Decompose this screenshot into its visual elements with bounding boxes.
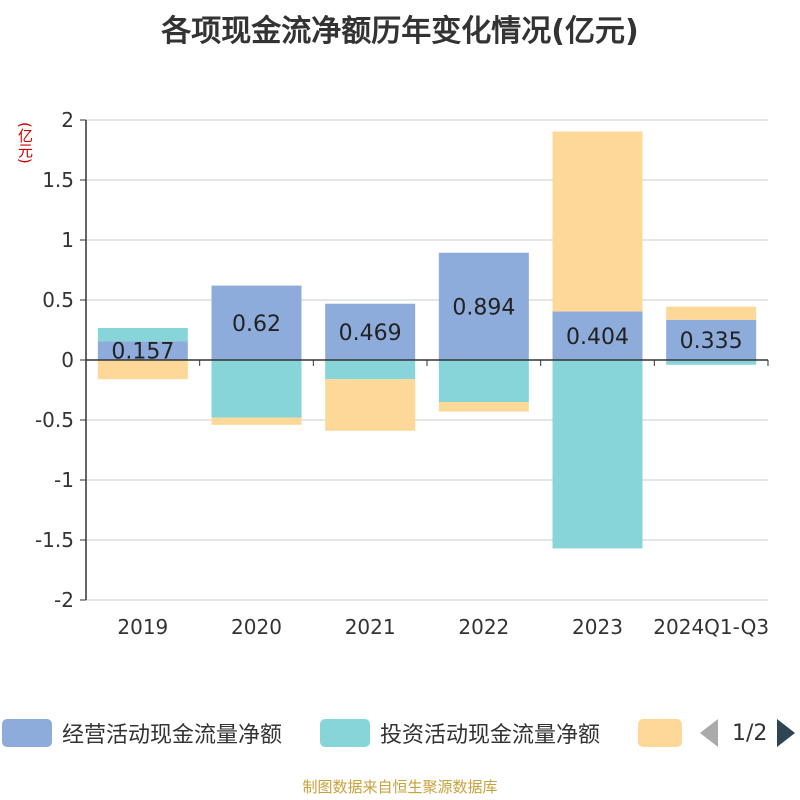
y-tick-label: -1 [54, 468, 74, 492]
bar-series0-2022 [438, 252, 529, 360]
x-tick-label: 2019 [117, 615, 168, 639]
legend-label-investing: 投资活动现金流量净额 [380, 723, 601, 748]
bar-series2-2019 [97, 360, 188, 380]
legend: 经营活动现金流量净额 投资活动现金流量净额 1/2 [0, 712, 800, 756]
bar-series1-2024Q1-Q3 [666, 360, 757, 365]
triangle-left-icon[interactable] [700, 719, 718, 747]
bar-series0-2020 [211, 285, 302, 360]
bar-series0-2024Q1-Q3 [666, 319, 757, 360]
bar-series1-2022 [438, 360, 529, 402]
legend-pager: 1/2 [700, 718, 796, 748]
data-label-operating: 0.157 [111, 340, 174, 365]
bar-series2-2020 [211, 417, 302, 425]
x-tick-label: 2024Q1-Q3 [653, 615, 769, 639]
legend-label-operating: 经营活动现金流量净额 [62, 723, 283, 748]
legend-swatch-operating [2, 719, 52, 747]
y-tick-label: 0 [61, 348, 74, 372]
data-label-operating: 0.469 [339, 321, 402, 346]
legend-item-third[interactable] [638, 718, 682, 748]
x-tick-label: 2023 [572, 615, 623, 639]
y-tick-label: 2 [61, 108, 74, 132]
bar-series1-2021 [325, 360, 416, 380]
triangle-right-icon[interactable] [777, 719, 796, 747]
data-label-operating: 0.335 [680, 329, 743, 354]
chart-title: 各项现金流净额历年变化情况(亿元) [161, 14, 639, 49]
bar-series2-2023 [552, 131, 643, 312]
x-tick-label: 2022 [458, 615, 509, 639]
y-axis-unit-label: (亿元) [16, 122, 34, 164]
data-label-operating: 0.894 [452, 295, 515, 320]
bar-series0-2019 [97, 341, 188, 360]
bar-chart: 2 1.5 1 0.5 0 -0.5 -1 -1.5 -2 2019 2020 2021 2022 202… [35, 108, 769, 639]
bar-series2-2024Q1-Q3 [666, 306, 757, 320]
bar-series1-2020 [211, 360, 302, 418]
y-tick-label: 0.5 [42, 288, 74, 312]
x-tick-label: 2021 [345, 615, 396, 639]
legend-item-operating[interactable]: 经营活动现金流量净额 [2, 718, 282, 748]
legend-swatch-third [638, 719, 682, 747]
bar-series2-2021 [325, 379, 416, 431]
legend-item-investing[interactable]: 投资活动现金流量净额 [320, 718, 600, 748]
bar-series1-2019 [97, 327, 188, 342]
legend-swatch-investing [320, 719, 370, 747]
y-tick-label: -0.5 [35, 408, 74, 432]
data-label-operating: 0.62 [232, 312, 281, 337]
y-tick-label: -1.5 [35, 528, 74, 552]
data-source-note: 制图数据来自恒生聚源数据库 [302, 778, 498, 796]
bar-series2-2022 [438, 402, 529, 412]
data-label-operating: 0.404 [566, 325, 629, 350]
x-tick-label: 2020 [231, 615, 282, 639]
bar-series1-2023 [552, 360, 643, 549]
bar-series0-2023 [552, 311, 643, 360]
y-tick-label: 1 [61, 228, 74, 252]
bar-series0-2021 [325, 303, 416, 360]
legend-page-indicator: 1/2 [732, 720, 768, 746]
y-tick-label: -2 [54, 588, 74, 612]
y-tick-label: 1.5 [42, 168, 74, 192]
